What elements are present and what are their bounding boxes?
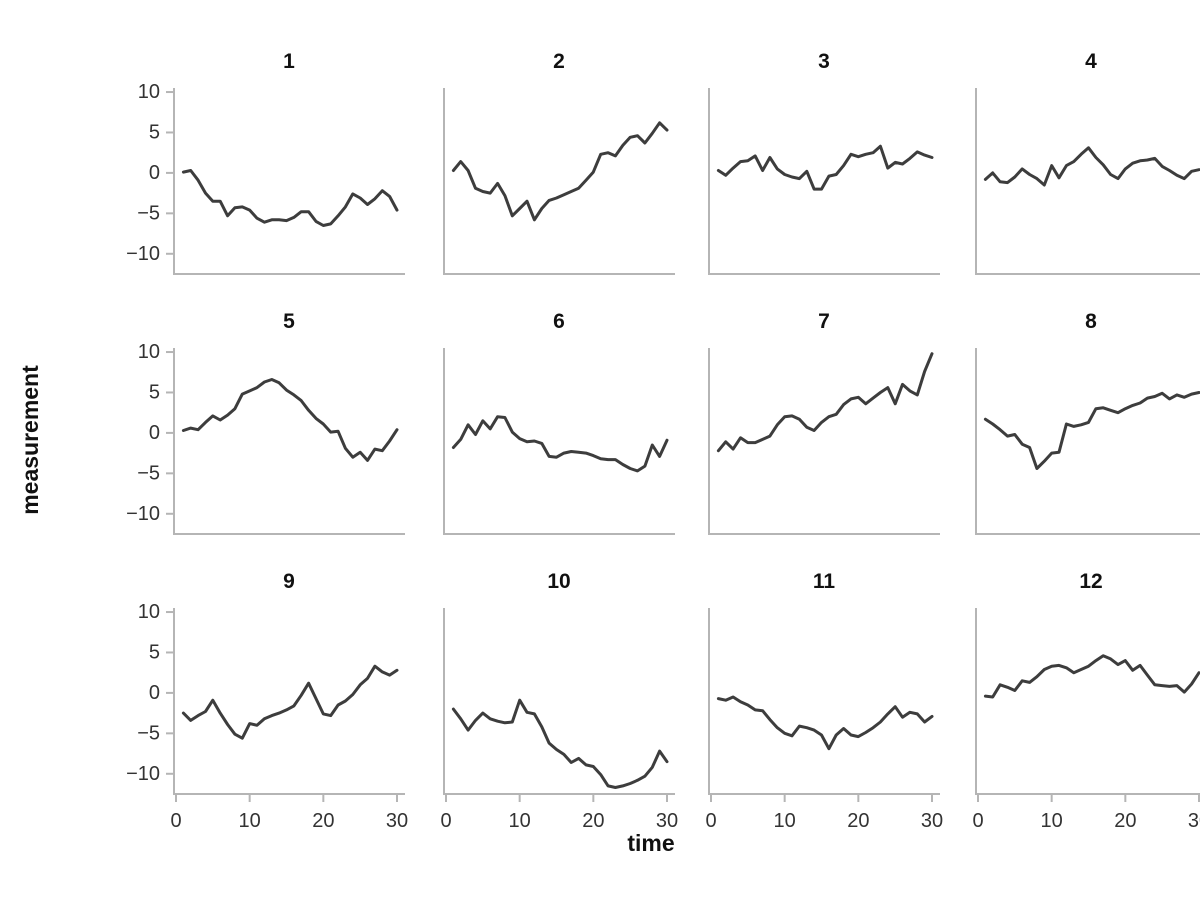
facet-panel-title: 8	[1085, 310, 1097, 333]
y-axis-title: measurement	[17, 365, 43, 515]
y-tick-label: 10	[138, 341, 160, 363]
x-tick-label: 30	[1188, 810, 1200, 832]
facet-panel-10: 10 0 10 20 30	[440, 570, 678, 832]
facet-panel-title: 10	[547, 570, 571, 593]
measurement-line	[983, 146, 1200, 187]
measurement-line	[451, 415, 669, 473]
y-tick-label: −10	[126, 503, 160, 525]
x-tick-label: 30	[386, 810, 408, 832]
x-axis-title: time	[627, 830, 675, 856]
facet-panel-plot: 10 5 0 −5 −10	[126, 81, 405, 275]
x-tick-label: 0	[170, 810, 181, 832]
x-tick-label: 20	[312, 810, 334, 832]
facet-panel-7: 7	[708, 310, 940, 535]
facet-panel-2: 2	[443, 50, 675, 275]
facet-panel-plot	[708, 348, 940, 535]
facet-panel-title: 4	[1085, 50, 1097, 73]
x-tick-label: 30	[656, 810, 678, 832]
x-tick-label: 20	[847, 810, 869, 832]
measurement-line	[983, 391, 1200, 470]
measurement-line	[451, 121, 669, 222]
y-tick-label: 5	[149, 381, 160, 403]
x-tick-label: 20	[582, 810, 604, 832]
facet-panel-title: 12	[1079, 570, 1103, 593]
facet-panel-9: 9 10 5 0 −5 −10 0 10 20 30	[126, 570, 408, 832]
facet-panel-8: 8	[975, 310, 1200, 535]
measurement-line	[181, 378, 399, 462]
y-tick-label: −5	[137, 462, 160, 484]
facet-panel-title: 7	[818, 310, 830, 333]
y-tick-label: 0	[149, 682, 160, 704]
facet-panel-3: 3	[708, 50, 940, 275]
facet-panel-plot	[708, 88, 940, 275]
x-tick-label: 10	[1041, 810, 1063, 832]
facet-panel-plot	[975, 88, 1200, 275]
facet-panel-plot: 0 10 20 30	[972, 608, 1200, 832]
x-tick-label: 0	[705, 810, 716, 832]
y-tick-label: 0	[149, 422, 160, 444]
facet-panel-plot	[443, 348, 675, 535]
facet-panel-plot	[975, 348, 1200, 535]
facet-panel-plot: 0 10 20 30	[440, 608, 678, 832]
x-tick-label: 10	[509, 810, 531, 832]
measurement-line	[181, 664, 399, 740]
measurement-line	[451, 698, 669, 789]
y-tick-label: 5	[149, 121, 160, 143]
facet-panel-title: 6	[553, 310, 565, 333]
facet-panel-plot: 10 5 0 −5 −10 0 10 20 30	[126, 601, 408, 832]
y-tick-label: −5	[137, 722, 160, 744]
facet-panel-title: 1	[283, 50, 295, 73]
x-tick-label: 0	[972, 810, 983, 832]
x-tick-label: 10	[239, 810, 261, 832]
x-tick-label: 30	[921, 810, 943, 832]
y-tick-label: 10	[138, 601, 160, 623]
facet-panel-title: 11	[812, 570, 836, 593]
facet-panel-title: 9	[283, 570, 295, 593]
measurement-line	[983, 654, 1200, 699]
facet-panel-plot: 10 5 0 −5 −10	[126, 341, 405, 535]
y-tick-label: 5	[149, 641, 160, 663]
facet-panel-plot	[443, 88, 675, 275]
x-tick-label: 20	[1114, 810, 1136, 832]
y-tick-label: −10	[126, 243, 160, 265]
facet-panel-plot: 0 10 20 30	[705, 608, 943, 832]
facet-panel-1: 1 10 5 0 −5 −10	[126, 50, 405, 275]
facet-panel-4: 4	[975, 50, 1200, 275]
facet-panel-12: 12 0 10 20 30	[972, 570, 1200, 832]
facet-panel-title: 2	[553, 50, 565, 73]
y-tick-label: −10	[126, 763, 160, 785]
y-tick-label: −5	[137, 202, 160, 224]
measurement-line	[716, 695, 934, 751]
facet-panel-11: 11 0 10 20 30	[705, 570, 943, 832]
facet-panel-6: 6	[443, 310, 675, 535]
measurement-line	[716, 352, 934, 453]
y-tick-label: 0	[149, 162, 160, 184]
measurement-line	[181, 169, 399, 227]
facet-panel-5: 5 10 5 0 −5 −10	[126, 310, 405, 535]
x-tick-label: 10	[774, 810, 796, 832]
x-tick-label: 0	[440, 810, 451, 832]
facet-panel-title: 3	[818, 50, 830, 73]
measurement-line	[716, 144, 934, 191]
facet-panel-title: 5	[283, 310, 295, 333]
y-tick-label: 10	[138, 81, 160, 103]
